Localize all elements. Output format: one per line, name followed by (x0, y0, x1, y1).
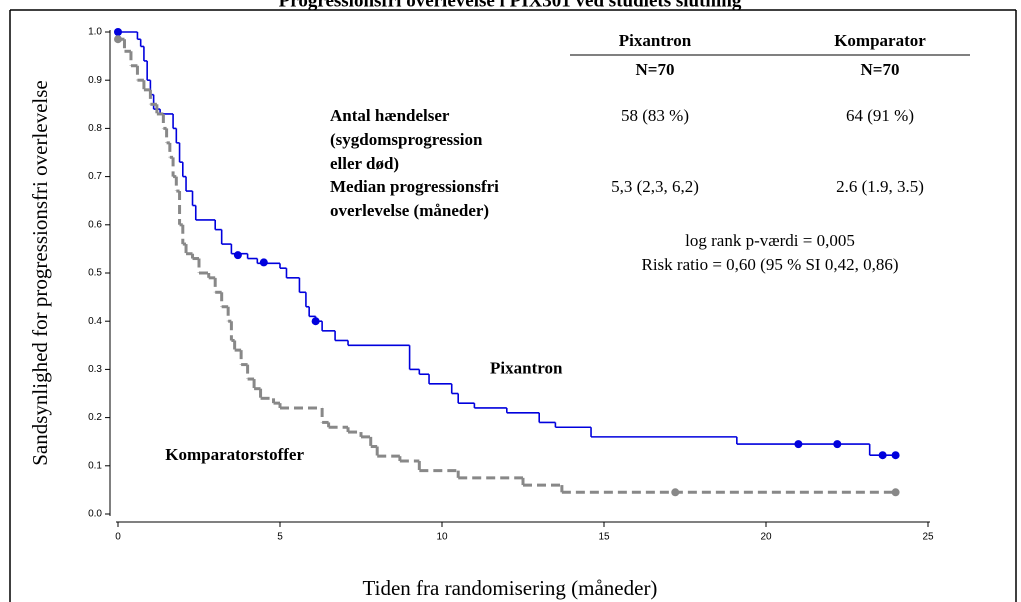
y-tick-label: 0.3 (88, 364, 102, 375)
row-value: 5,3 (2,3, 6,2) (611, 177, 699, 196)
y-tick-label: 0.8 (88, 123, 102, 134)
x-tick-label: 0 (115, 532, 121, 543)
censor-marker (878, 451, 887, 460)
censor-marker (671, 488, 680, 497)
series-label: Komparatorstoffer (165, 445, 304, 464)
censor-marker (259, 258, 268, 267)
y-tick-label: 0.2 (88, 412, 102, 423)
row-label: Median progressionsfri (330, 177, 499, 196)
x-tick-label: 10 (436, 532, 448, 543)
table-header: N=70 (861, 60, 900, 79)
table-note: log rank p-værdi = 0,005 (685, 231, 855, 250)
table-note: Risk ratio = 0,60 (95 % SI 0,42, 0,86) (641, 255, 898, 274)
x-tick-label: 20 (760, 532, 772, 543)
y-axis-label: Sandsynlighed for progressionsfri overle… (28, 80, 52, 466)
y-tick-label: 0.1 (88, 460, 102, 471)
censor-marker (891, 488, 900, 497)
row-label: (sygdomsprogression (330, 130, 483, 149)
censor-marker (794, 440, 803, 449)
table-header: Pixantron (619, 31, 692, 50)
y-tick-label: 0.7 (88, 171, 102, 182)
y-tick-label: 0.5 (88, 268, 102, 279)
y-tick-label: 0.4 (88, 316, 102, 327)
x-tick-label: 5 (277, 532, 283, 543)
censor-marker (114, 28, 122, 36)
row-label: eller død) (330, 154, 399, 173)
row-value: 64 (91 %) (846, 106, 914, 125)
censor-marker (833, 440, 842, 449)
censor-marker (891, 451, 900, 460)
row-value: 58 (83 %) (621, 106, 689, 125)
table-header: Komparator (834, 31, 926, 50)
x-tick-label: 25 (922, 532, 934, 543)
row-value: 2.6 (1.9, 3.5) (836, 177, 924, 196)
x-tick-label: 15 (598, 532, 610, 543)
table-header: N=70 (636, 60, 675, 79)
y-tick-label: 0.6 (88, 219, 102, 230)
row-label: Antal hændelser (330, 106, 450, 125)
censor-marker (233, 251, 242, 260)
y-tick-label: 0.9 (88, 75, 102, 86)
x-axis-label: Tiden fra randomisering (måneder) (363, 576, 658, 600)
chart-title: Progressionsfri overlevelse i PIX301 ved… (279, 0, 742, 11)
censor-marker (311, 317, 320, 326)
y-tick-label: 1.0 (88, 27, 102, 38)
series-label: Pixantron (490, 358, 563, 377)
y-tick-label: 0.0 (88, 509, 102, 520)
row-label: overlevelse (måneder) (330, 201, 489, 220)
censor-marker (114, 35, 122, 44)
